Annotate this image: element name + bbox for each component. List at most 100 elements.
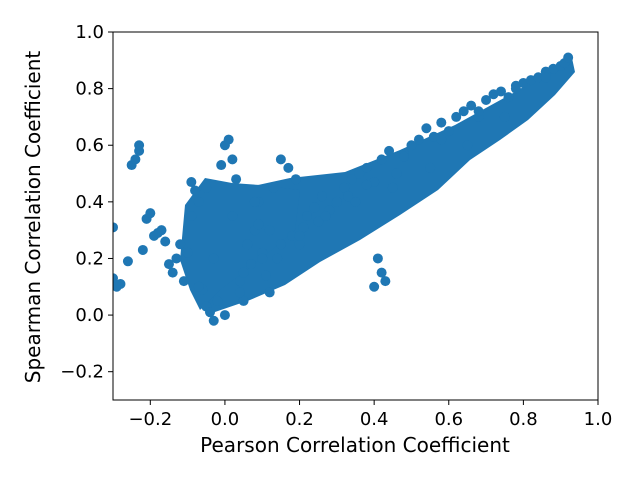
data-point [380,276,391,287]
data-point [369,281,380,292]
data-point [257,253,268,264]
data-point [219,310,230,321]
data-point [354,168,365,179]
data-point [167,267,178,278]
x-tick-label: −0.2 [128,409,172,430]
data-point [122,256,133,267]
data-point [458,106,469,117]
data-point [290,174,301,185]
data-point [413,134,424,145]
data-point [249,196,260,207]
data-point [481,94,492,105]
data-point [425,162,436,173]
data-point [231,174,242,185]
data-point [287,230,298,241]
data-point [294,230,305,241]
axes-frame [112,31,599,401]
data-point [163,259,174,270]
data-point [156,225,167,236]
data-point [496,86,506,97]
data-point [316,191,327,202]
data-point [190,185,201,196]
data-point [294,239,305,250]
data-point [387,182,398,193]
data-point [462,140,473,151]
y-tick-label: 1.0 [75,22,104,43]
data-point [376,267,387,278]
data-point [201,182,212,193]
data-point [178,276,189,287]
data-point [339,182,350,193]
data-point [260,270,271,281]
data-point [246,259,257,270]
data-point [275,239,286,250]
data-point [451,111,462,122]
x-axis-ticks: −0.2 0.0 0.2 0.4 0.6 0.8 1.0 [128,400,612,430]
point-cloud-left-lobe [180,178,300,310]
data-point [113,222,118,233]
data-point [208,253,219,264]
data-point [212,295,223,306]
data-point [391,168,402,179]
data-point [216,160,227,171]
data-point [313,216,324,227]
data-point [193,196,204,207]
data-point [268,182,279,193]
data-point [350,196,361,207]
data-point [376,154,387,165]
data-point [540,72,551,83]
data-point [499,111,510,122]
data-point [275,154,286,165]
data-point [346,174,357,185]
y-axis-ticks: −0.2 0.0 0.2 0.4 0.6 0.8 1.0 [60,22,113,383]
data-point [503,92,514,103]
data-point [223,134,234,145]
data-point [145,208,156,219]
data-point [533,72,544,83]
data-point [421,123,432,134]
data-point [238,267,249,278]
data-point [372,253,383,264]
data-point [302,211,312,221]
x-tick-label: 0.2 [285,409,314,430]
x-tick-label: 0.6 [434,409,463,430]
y-tick-label: 0.0 [75,305,104,326]
data-point [234,287,245,298]
data-point [253,219,264,230]
data-point [264,287,275,298]
data-point [466,100,477,111]
y-tick-label: 0.2 [75,248,104,269]
data-point [186,211,197,221]
data-point [436,134,447,145]
data-point [436,117,447,128]
data-point [298,222,309,233]
point-cloud [180,58,575,312]
data-point [234,276,245,287]
data-point [320,211,331,221]
data-point [182,247,193,258]
y-tick-label: 0.6 [75,135,104,156]
data-point [399,151,409,162]
data-point [283,162,294,173]
data-point [227,154,238,165]
data-point [130,154,141,165]
data-point [186,177,197,188]
data-point [343,191,354,202]
y-axis-label: Spearman Correlation Coefficient [21,51,45,384]
data-point [242,239,253,250]
data-point [406,140,417,151]
data-point [309,202,320,213]
data-point [175,239,186,250]
y-tick-label: 0.4 [75,192,104,213]
y-tick-label: 0.8 [75,79,104,100]
data-point [208,315,219,326]
data-point [510,83,521,94]
data-point [361,162,372,173]
data-point [137,244,148,255]
data-point [193,281,204,292]
data-point [563,52,574,63]
data-points [113,52,574,326]
x-axis-label: Pearson Correlation Coefficient [200,433,510,457]
data-point [160,236,171,247]
